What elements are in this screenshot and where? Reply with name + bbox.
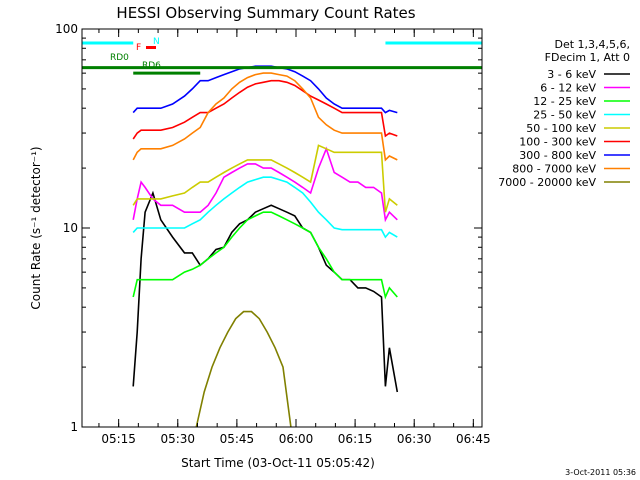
- legend-header-line-1: Det 1,3,4,5,6,: [554, 38, 630, 51]
- series-line-12-25-kev: [132, 211, 398, 300]
- x-tick-label-05-15: 05:15: [101, 432, 136, 446]
- y-tick-label-10: 10: [63, 221, 78, 235]
- legend-label-300-800-kev: 300 - 800 keV: [519, 149, 596, 162]
- legend-label-12-25-kev: 12 - 25 keV: [533, 95, 596, 108]
- legend-label-25-50-kev: 25 - 50 keV: [533, 109, 596, 122]
- x-tick-label-06-45: 06:45: [456, 432, 491, 446]
- chart-title: HESSI Observing Summary Count Rates: [116, 4, 415, 22]
- y-tick-label-1: 1: [70, 420, 78, 434]
- series-line-3-6-kev: [132, 190, 399, 393]
- legend-label-6-12-kev: 6 - 12 keV: [540, 82, 596, 95]
- legend-label-800-7000-kev: 800 - 7000 keV: [512, 163, 596, 176]
- annotation-f-marker: [146, 46, 156, 49]
- legend-header-line-2: FDecim 1, Att 0: [545, 51, 630, 64]
- annotation-rd6: RD6: [142, 61, 161, 71]
- x-tick-label-06-15: 06:15: [338, 432, 373, 446]
- y-axis-label: Count Rate (s⁻¹ detector⁻¹): [29, 146, 43, 309]
- series-line-800-7000-kev: [132, 72, 398, 162]
- series-line-50-100-kev: [132, 144, 398, 213]
- x-tick-label-06-30: 06:30: [397, 432, 432, 446]
- y-tick-label-100: 100: [55, 22, 78, 36]
- x-tick-label-05-30: 05:30: [160, 432, 195, 446]
- x-axis-label: Start Time (03-Oct-11 05:05:42): [181, 456, 375, 470]
- annotation-rd0: RD0: [110, 53, 129, 63]
- overlay-layer: [82, 41, 482, 75]
- series-line-25-50-kev: [132, 176, 398, 239]
- legend-label-3-6-kev: 3 - 6 keV: [547, 68, 596, 81]
- x-tick-label-05-45: 05:45: [220, 432, 255, 446]
- legend-label-50-100-kev: 50 - 100 keV: [526, 122, 596, 135]
- footer-date: 3-Oct-2011 05:36: [565, 468, 636, 477]
- series-line-100-300-kev: [132, 79, 398, 140]
- series-layer: [132, 65, 399, 428]
- series-line-6-12-kev: [132, 146, 398, 223]
- annotation-n: N: [153, 37, 160, 47]
- x-tick-label-06-00: 06:00: [279, 432, 314, 446]
- annotation-f: F: [136, 43, 141, 53]
- legend-label-7000-20000-kev: 7000 - 20000 keV: [498, 176, 596, 189]
- series-line-7000-20000-kev: [195, 310, 292, 428]
- legend-label-100-300-kev: 100 - 300 keV: [519, 136, 596, 149]
- axis-layer: 1 10 100 05:15 05:30 05:45 06:00 06:15 06:30 06:4…: [55, 22, 491, 446]
